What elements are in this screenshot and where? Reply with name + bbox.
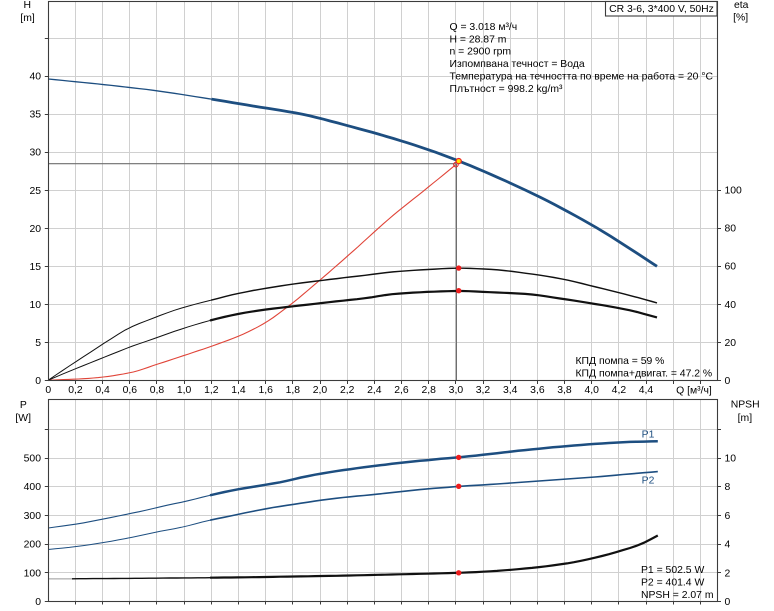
svg-text:300: 300 bbox=[24, 511, 42, 522]
svg-text:2,0: 2,0 bbox=[313, 385, 328, 396]
svg-text:Температура на течността по вр: Температура на течността по време на раб… bbox=[450, 71, 714, 83]
svg-text:0: 0 bbox=[725, 597, 731, 608]
svg-text:25: 25 bbox=[29, 186, 41, 197]
svg-text:6: 6 bbox=[725, 511, 731, 522]
svg-text:3,0: 3,0 bbox=[449, 385, 464, 396]
svg-text:P: P bbox=[20, 400, 27, 411]
svg-text:n = 2900 rpm: n = 2900 rpm bbox=[450, 47, 512, 58]
svg-text:NPSH = 2.07 m: NPSH = 2.07 m bbox=[641, 590, 713, 601]
svg-text:Q = 3.018 м³/ч: Q = 3.018 м³/ч bbox=[450, 22, 518, 33]
svg-text:P2 = 401.4 W: P2 = 401.4 W bbox=[641, 578, 704, 589]
svg-text:3,2: 3,2 bbox=[476, 385, 491, 396]
svg-text:Q [м³/ч]: Q [м³/ч] bbox=[676, 386, 712, 397]
svg-text:P1 = 502.5 W: P1 = 502.5 W bbox=[641, 565, 704, 576]
svg-text:40: 40 bbox=[29, 72, 41, 83]
svg-text:1,2: 1,2 bbox=[204, 385, 219, 396]
svg-text:10: 10 bbox=[725, 454, 737, 465]
svg-text:P2: P2 bbox=[642, 476, 655, 487]
svg-text:0,8: 0,8 bbox=[150, 385, 165, 396]
svg-text:20: 20 bbox=[725, 338, 737, 349]
svg-text:P1: P1 bbox=[642, 430, 655, 441]
svg-text:35: 35 bbox=[29, 110, 41, 121]
svg-text:Плътност = 998.2 kg/m³: Плътност = 998.2 kg/m³ bbox=[450, 84, 564, 95]
svg-text:H = 28.87 m: H = 28.87 m bbox=[450, 34, 507, 45]
svg-text:Изпомпвана течност = Вода: Изпомпвана течност = Вода bbox=[450, 59, 585, 70]
svg-text:100: 100 bbox=[24, 568, 42, 579]
svg-text:NPSH: NPSH bbox=[731, 400, 760, 411]
svg-text:4,4: 4,4 bbox=[639, 385, 654, 396]
svg-text:1,4: 1,4 bbox=[231, 385, 246, 396]
svg-text:[m]: [m] bbox=[738, 413, 753, 424]
svg-text:400: 400 bbox=[24, 482, 42, 493]
svg-text:0: 0 bbox=[35, 376, 41, 387]
svg-text:CR 3-6, 3*400 V, 50Hz: CR 3-6, 3*400 V, 50Hz bbox=[609, 4, 714, 15]
svg-text:2,2: 2,2 bbox=[340, 385, 355, 396]
svg-text:0: 0 bbox=[35, 597, 41, 608]
svg-text:2,4: 2,4 bbox=[367, 385, 382, 396]
svg-text:30: 30 bbox=[29, 148, 41, 159]
svg-text:eta: eta bbox=[734, 0, 749, 11]
svg-text:0,4: 0,4 bbox=[95, 385, 110, 396]
svg-text:100: 100 bbox=[725, 186, 743, 197]
svg-text:4,0: 4,0 bbox=[584, 385, 599, 396]
svg-text:40: 40 bbox=[725, 300, 737, 311]
svg-text:15: 15 bbox=[29, 262, 41, 273]
svg-text:500: 500 bbox=[24, 454, 42, 465]
svg-text:4,2: 4,2 bbox=[612, 385, 627, 396]
svg-text:3,6: 3,6 bbox=[530, 385, 545, 396]
svg-text:3,4: 3,4 bbox=[503, 385, 518, 396]
svg-text:1,8: 1,8 bbox=[286, 385, 301, 396]
svg-text:2: 2 bbox=[725, 568, 731, 579]
svg-text:0,6: 0,6 bbox=[123, 385, 138, 396]
svg-text:200: 200 bbox=[24, 540, 42, 551]
svg-text:5: 5 bbox=[35, 338, 41, 349]
svg-text:20: 20 bbox=[29, 224, 41, 235]
svg-text:4: 4 bbox=[725, 540, 731, 551]
svg-text:2,6: 2,6 bbox=[394, 385, 409, 396]
svg-text:2,8: 2,8 bbox=[421, 385, 436, 396]
svg-text:0: 0 bbox=[725, 376, 731, 387]
svg-text:H: H bbox=[24, 0, 32, 11]
svg-text:1,6: 1,6 bbox=[258, 385, 273, 396]
svg-text:0,2: 0,2 bbox=[68, 385, 83, 396]
svg-text:КПД помпа+двигат. = 47.2 %: КПД помпа+двигат. = 47.2 % bbox=[576, 369, 713, 380]
svg-text:0: 0 bbox=[45, 385, 51, 396]
svg-text:[%]: [%] bbox=[733, 13, 748, 24]
svg-text:[m]: [m] bbox=[20, 13, 35, 24]
svg-text:3,8: 3,8 bbox=[557, 385, 572, 396]
svg-text:1,0: 1,0 bbox=[177, 385, 192, 396]
svg-text:60: 60 bbox=[725, 262, 737, 273]
svg-text:80: 80 bbox=[725, 224, 737, 235]
svg-text:10: 10 bbox=[29, 300, 41, 311]
svg-text:8: 8 bbox=[725, 482, 731, 493]
svg-text:[W]: [W] bbox=[15, 413, 31, 424]
svg-text:КПД помпа = 59 %: КПД помпа = 59 % bbox=[576, 356, 665, 367]
